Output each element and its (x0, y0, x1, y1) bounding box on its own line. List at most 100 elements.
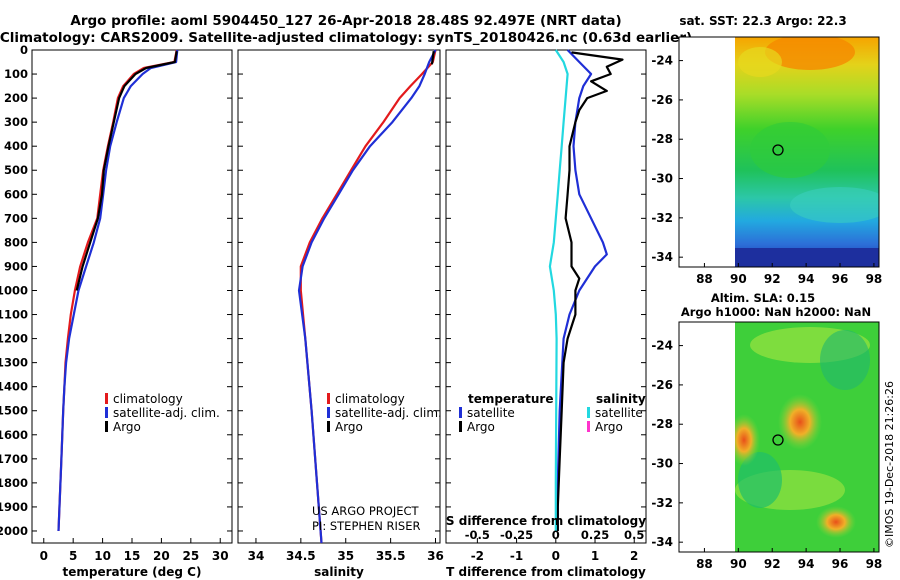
x-tick-label: 36 (427, 549, 444, 563)
sla-high-patch (778, 394, 822, 450)
map-y-tick-label: -28 (651, 132, 673, 146)
sst-map-title: sat. SST: 22.3 Argo: 22.3 (679, 14, 846, 28)
temperature-xlabel: temperature (deg C) (63, 565, 202, 579)
map-y-tick-label: -30 (651, 172, 673, 186)
x-tick-label: 20 (153, 549, 170, 563)
depth-tick-label: 1700 (0, 452, 28, 466)
s-diff-tick-label: 0 (552, 528, 560, 542)
sla-high-patch (816, 506, 856, 538)
sla-map-border (678, 321, 880, 553)
temperature-plot: 0 5 10 15 20 25 30 (40, 49, 229, 563)
legend-sal-satellite: satellite (595, 406, 643, 420)
depth-tick-label: 200 (4, 91, 28, 105)
map-x-tick-label: 98 (866, 272, 883, 286)
salinity-panel (237, 49, 441, 544)
depth-tick-label: 0 (20, 43, 28, 57)
legend-argo: Argo (335, 420, 363, 434)
map-y-tick-label: -34 (651, 250, 673, 264)
x-tick-label: 0 (552, 549, 560, 563)
sst-map (678, 36, 880, 268)
s-diff-tick-label: -0.5 (465, 528, 490, 542)
salinity-plot: 34 34.5 35 35.5 36 (248, 49, 444, 563)
map-y-tick-label: -26 (651, 378, 673, 392)
legend-climatology: climatology (113, 392, 183, 406)
depth-tick-label: 1900 (0, 500, 28, 514)
legend-salinity-title: salinity (596, 392, 646, 406)
depth-tick-label: 700 (4, 211, 28, 225)
legend-sal-argo: Argo (595, 420, 623, 434)
series-line-satellite-adj-clim- (57, 49, 179, 532)
project-credit: US ARGO PROJECT (312, 504, 420, 518)
x-tick-label: 0 (40, 549, 48, 563)
legend-swatch-argo (105, 421, 108, 432)
x-tick-label: 25 (182, 549, 199, 563)
sla-high-patch (735, 414, 760, 466)
sla-dark-patch (820, 330, 870, 390)
depth-tick-label: 800 (4, 235, 28, 249)
x-tick-label: -2 (471, 549, 484, 563)
depth-tick-label: 1000 (0, 283, 28, 297)
map-y-tick-label: -32 (651, 496, 673, 510)
legend-swatch-satellite (327, 407, 330, 418)
map-y-tick-label: -24 (651, 54, 673, 68)
legend-satellite: satellite-adj. clim. (113, 406, 220, 420)
sla-map-title-2: Argo h1000: NaN h2000: NaN (681, 305, 871, 319)
series-line-argo (430, 51, 435, 65)
map-x-tick-label: 92 (764, 557, 781, 571)
x-tick-label: 30 (212, 549, 229, 563)
s-difference-label: S difference from climatology (446, 514, 646, 528)
x-tick-label: -1 (510, 549, 523, 563)
depth-tick-label: 1500 (0, 404, 28, 418)
sla-map-axes: 88 90 92 94 96 98 -24 -26 -28 -30 -32 -34 (651, 339, 882, 571)
depth-tick-label: 400 (4, 139, 28, 153)
map-x-tick-label: 94 (798, 272, 815, 286)
legend-swatch-temp-argo (459, 421, 462, 432)
map-y-tick-label: -26 (651, 93, 673, 107)
legend-swatch-temp-satellite (459, 407, 462, 418)
map-y-tick-label: -24 (651, 339, 673, 353)
sla-map-title-1: Altim. SLA: 0.15 (711, 291, 815, 305)
map-y-tick-label: -30 (651, 457, 673, 471)
x-tick-label: 10 (94, 549, 111, 563)
pi-credit: PI: STEPHEN RISER (312, 519, 421, 533)
map-y-tick-label: -34 (651, 535, 673, 549)
map-x-tick-label: 88 (696, 272, 713, 286)
figure-title-line2: Climatology: CARS2009. Satellite-adjuste… (0, 30, 692, 46)
series-line-satellite-adj-clim- (297, 49, 437, 544)
x-tick-label: 35 (337, 549, 354, 563)
depth-tick-label: 300 (4, 115, 28, 129)
depth-tick-label: 600 (4, 187, 28, 201)
salinity-legend: climatology satellite-adj. clim. Argo (327, 392, 442, 434)
map-y-tick-label: -32 (651, 211, 673, 225)
x-tick-label: 5 (69, 549, 77, 563)
legend-swatch-satellite (105, 407, 108, 418)
figure-title-line1: Argo profile: aoml 5904450_127 26-Apr-20… (70, 13, 621, 29)
x-tick-label: 35.5 (376, 549, 406, 563)
legend-climatology: climatology (335, 392, 405, 406)
series-line-temperature-satellite (556, 49, 608, 531)
map-x-tick-label: 90 (730, 272, 747, 286)
series-line-salinity-satellite (548, 49, 569, 531)
sst-float-marker (772, 144, 784, 156)
x-tick-label: 15 (124, 549, 141, 563)
x-tick-label: 34.5 (286, 549, 316, 563)
sla-map (678, 321, 880, 553)
depth-tick-label: 900 (4, 259, 28, 273)
legend-temp-argo: Argo (467, 420, 495, 434)
depth-tick-label: 1400 (0, 380, 28, 394)
legend-swatch-sal-argo (587, 421, 590, 432)
legend-temperature-title: temperature (468, 392, 553, 406)
legend-argo: Argo (113, 420, 141, 434)
sst-warm-patch (765, 37, 855, 70)
sst-yellow-patch (738, 47, 782, 77)
temperature-legend: climatology satellite-adj. clim. Argo (105, 392, 220, 434)
sla-dark-patch (738, 452, 782, 508)
map-x-tick-label: 92 (764, 272, 781, 286)
x-tick-label: 34 (248, 549, 265, 563)
s-diff-tick-label: 0.5 (624, 528, 644, 542)
depth-axis: 0 100 200 300 400 500 600 700 800 900 1000 1100 1200… (0, 43, 646, 538)
map-x-tick-label: 90 (730, 557, 747, 571)
difference-xlabel: T difference from climatology (446, 565, 646, 579)
legend-swatch-sal-satellite (587, 407, 590, 418)
